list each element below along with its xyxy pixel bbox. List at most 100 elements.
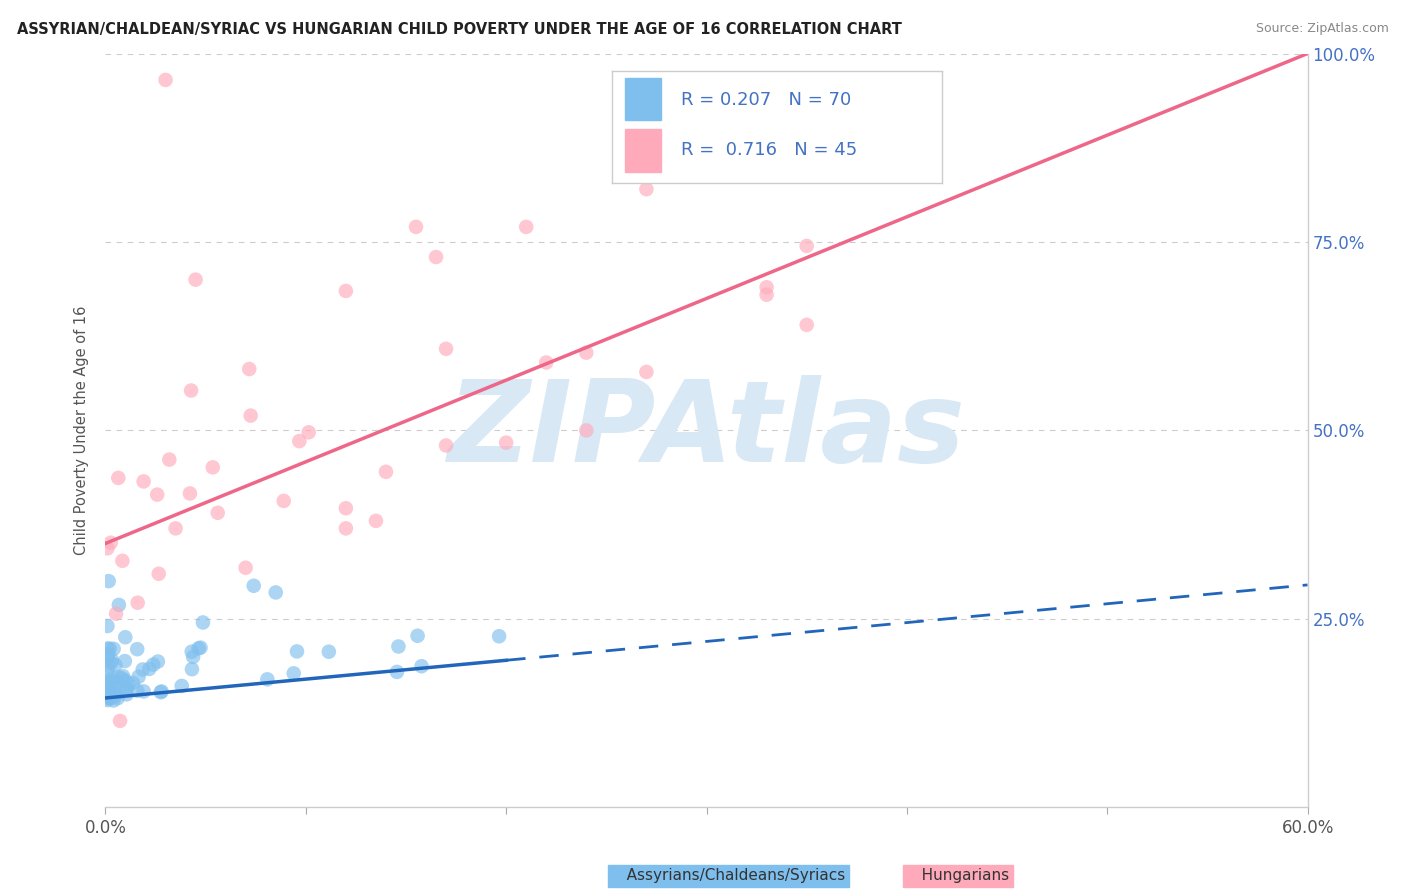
- Text: Hungarians: Hungarians: [907, 869, 1010, 883]
- Point: [165, 521, 187, 535]
- Point: [98, 641, 121, 656]
- Point: [96, 619, 118, 633]
- Point: [488, 629, 510, 643]
- Point: [96, 685, 118, 699]
- Point: [114, 682, 136, 697]
- Point: [181, 662, 204, 676]
- Point: [318, 645, 340, 659]
- Point: [180, 645, 202, 659]
- Point: [364, 514, 387, 528]
- Point: [387, 640, 409, 654]
- Point: [104, 689, 127, 703]
- Point: [150, 684, 173, 698]
- Text: ZIPAtlas: ZIPAtlas: [447, 375, 966, 486]
- Point: [298, 425, 321, 440]
- Point: [242, 579, 264, 593]
- Point: [97, 648, 120, 662]
- Point: [100, 690, 122, 705]
- Point: [105, 607, 128, 621]
- Point: [696, 139, 718, 153]
- Point: [575, 424, 598, 438]
- Point: [127, 683, 149, 698]
- Point: [155, 73, 177, 87]
- Point: [235, 560, 257, 574]
- Point: [170, 679, 193, 693]
- Point: [411, 659, 433, 673]
- Point: [132, 684, 155, 698]
- Text: Assyrians/Chaldeans/Syriacs: Assyrians/Chaldeans/Syriacs: [612, 869, 845, 883]
- Point: [114, 630, 136, 644]
- Point: [575, 345, 598, 359]
- Point: [238, 362, 260, 376]
- Point: [283, 666, 305, 681]
- Point: [149, 685, 172, 699]
- Point: [96, 677, 118, 691]
- Text: R = 0.207   N = 70: R = 0.207 N = 70: [681, 91, 851, 109]
- Point: [97, 659, 120, 673]
- Point: [122, 676, 145, 690]
- Point: [107, 691, 129, 706]
- Y-axis label: Child Poverty Under the Age of 16: Child Poverty Under the Age of 16: [75, 306, 90, 555]
- Point: [96, 650, 118, 665]
- Point: [103, 681, 125, 696]
- Point: [103, 641, 125, 656]
- Point: [96, 675, 118, 690]
- Point: [180, 384, 202, 398]
- Point: [111, 671, 134, 685]
- Point: [425, 250, 447, 264]
- Point: [796, 318, 818, 332]
- Point: [138, 662, 160, 676]
- Point: [157, 452, 180, 467]
- Point: [108, 714, 131, 728]
- Point: [101, 653, 124, 667]
- Point: [335, 284, 357, 298]
- Point: [335, 521, 357, 535]
- Point: [239, 409, 262, 423]
- Point: [127, 642, 149, 657]
- Point: [148, 566, 170, 581]
- Bar: [624, 129, 661, 171]
- Point: [96, 693, 118, 707]
- Point: [184, 273, 207, 287]
- Point: [114, 654, 136, 668]
- Point: [405, 219, 427, 234]
- Point: [288, 434, 311, 449]
- Point: [115, 681, 138, 696]
- Point: [96, 681, 118, 696]
- Point: [104, 658, 127, 673]
- Point: [755, 287, 778, 301]
- Point: [96, 641, 118, 656]
- Point: [207, 506, 229, 520]
- Text: Source: ZipAtlas.com: Source: ZipAtlas.com: [1256, 22, 1389, 36]
- Point: [636, 182, 658, 196]
- Point: [181, 649, 204, 664]
- Point: [187, 641, 209, 656]
- Point: [97, 686, 120, 700]
- Point: [256, 673, 278, 687]
- Point: [96, 663, 118, 677]
- Point: [132, 475, 155, 489]
- Point: [132, 663, 155, 677]
- Point: [127, 596, 149, 610]
- Point: [111, 554, 134, 568]
- Point: [98, 691, 121, 706]
- Point: [103, 672, 125, 686]
- Point: [103, 685, 125, 699]
- Point: [374, 465, 398, 479]
- Text: R =  0.716   N = 45: R = 0.716 N = 45: [681, 141, 858, 159]
- Point: [755, 280, 778, 294]
- Point: [179, 486, 201, 500]
- Point: [385, 665, 408, 679]
- Point: [103, 693, 125, 707]
- Point: [285, 644, 308, 658]
- Point: [201, 460, 224, 475]
- Point: [495, 435, 517, 450]
- Point: [112, 669, 135, 683]
- Point: [104, 674, 127, 689]
- Point: [115, 687, 138, 701]
- Point: [273, 494, 295, 508]
- Text: ASSYRIAN/CHALDEAN/SYRIAC VS HUNGARIAN CHILD POVERTY UNDER THE AGE OF 16 CORRELAT: ASSYRIAN/CHALDEAN/SYRIAC VS HUNGARIAN CH…: [17, 22, 901, 37]
- Point: [636, 365, 658, 379]
- Point: [128, 670, 150, 684]
- Point: [142, 657, 165, 672]
